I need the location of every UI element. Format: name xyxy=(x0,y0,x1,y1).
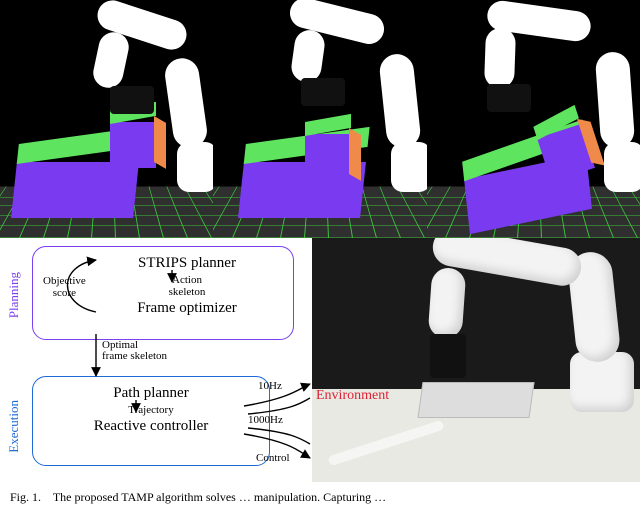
control-label: Control xyxy=(256,452,290,464)
robot-link xyxy=(290,28,327,84)
big-box xyxy=(11,162,139,218)
optimal-frame-skeleton-label: Optimalframe skeleton xyxy=(102,339,168,362)
cube xyxy=(110,122,156,168)
photo-robot-gripper xyxy=(430,334,466,378)
caption-prefix: Fig. 1. xyxy=(10,490,41,504)
cube xyxy=(305,134,351,180)
robot-base xyxy=(391,142,427,192)
execution-stage-label: Execution xyxy=(6,400,22,453)
sim-panel-3 xyxy=(427,0,640,238)
robot-gripper xyxy=(301,78,345,106)
robot-link xyxy=(91,29,132,90)
robot-gripper xyxy=(487,84,531,112)
robot-link xyxy=(595,51,636,149)
action-skeleton-label: Action skeleton xyxy=(169,274,206,298)
path-planner-label: Path planner xyxy=(113,385,188,402)
reactive-controller-label: Reactive controller xyxy=(94,418,209,435)
planning-box: STRIPS planner Action skeleton Frame opt… xyxy=(32,246,294,340)
simulation-strip xyxy=(0,0,640,238)
rate-fast-label: 10Hz xyxy=(258,380,282,392)
trajectory-label: Trajectory xyxy=(128,404,173,416)
robot-link xyxy=(378,52,422,149)
robot-gripper xyxy=(110,86,154,114)
sim-panel-1 xyxy=(0,0,213,238)
figure-caption: Fig. 1. The proposed TAMP algorithm solv… xyxy=(10,490,386,505)
photo-tray xyxy=(417,382,534,418)
sim-panel-2 xyxy=(213,0,426,238)
robot-link xyxy=(484,27,516,88)
robot-base xyxy=(604,142,640,192)
objective-score-label: Objective score xyxy=(43,275,86,299)
execution-box: Path planner Trajectory Reactive control… xyxy=(32,376,270,466)
frame-optimizer-label: Frame optimizer xyxy=(137,300,237,317)
rate-slow-label: 1000Hz xyxy=(248,414,283,426)
robot-base xyxy=(177,142,213,192)
block-diagram: Planning Execution STRIPS planner Action… xyxy=(0,238,312,482)
environment-label: Environment xyxy=(316,388,389,404)
strips-planner-label: STRIPS planner xyxy=(138,255,236,272)
robot-link xyxy=(163,56,209,150)
real-robot-photo: Environment xyxy=(312,238,640,482)
planning-stage-label: Planning xyxy=(6,272,22,318)
photo-robot-link xyxy=(428,267,467,339)
caption-text: The proposed TAMP algorithm solves … man… xyxy=(53,490,386,504)
